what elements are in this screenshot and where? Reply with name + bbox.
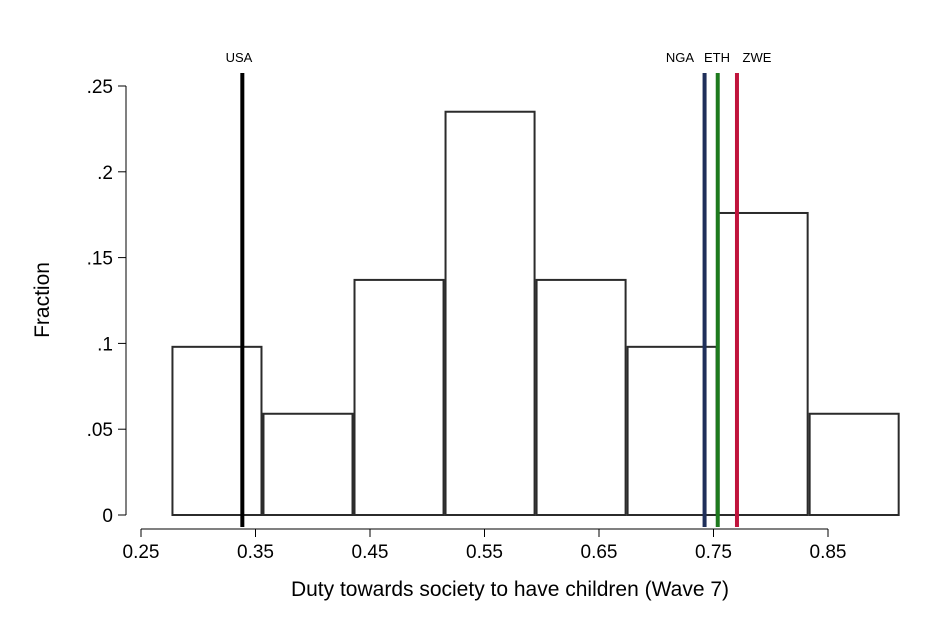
histogram-bar xyxy=(353,278,445,516)
x-tick-label: 0.45 xyxy=(352,542,389,563)
reference-label-nga: NGA xyxy=(666,50,695,65)
histogram-bar xyxy=(535,278,627,516)
histogram-bar xyxy=(626,345,718,516)
x-axis-title: Duty towards society to have children (W… xyxy=(291,578,729,601)
histogram-bar xyxy=(171,345,263,516)
histogram-bars xyxy=(171,110,900,517)
y-tick-label: 0 xyxy=(102,506,113,527)
reference-label-eth: ETH xyxy=(704,50,730,65)
histogram-bar xyxy=(808,412,900,517)
x-tick-label: 0.25 xyxy=(123,542,160,563)
y-tick-label: .2 xyxy=(97,163,113,184)
histogram-bar xyxy=(262,412,354,517)
histogram-bar xyxy=(444,110,536,517)
y-tick-label: .1 xyxy=(97,334,113,355)
x-tick-label: 0.65 xyxy=(581,542,618,563)
reference-label-zwe: ZWE xyxy=(743,50,772,65)
y-axis: 0 .05 .1 .15 .2 .25 xyxy=(87,77,127,527)
reference-lines: USA NGA ETH ZWE xyxy=(226,50,772,527)
x-tick-label: 0.85 xyxy=(810,542,847,563)
histogram-bar xyxy=(717,211,809,516)
x-tick-label: 0.75 xyxy=(695,542,732,563)
y-tick-label: .15 xyxy=(87,249,113,270)
x-tick-label: 0.35 xyxy=(237,542,274,563)
y-tick-label: .05 xyxy=(87,420,113,441)
y-axis-title: Fraction xyxy=(31,262,54,338)
x-tick-label: 0.55 xyxy=(466,542,503,563)
y-tick-label: .25 xyxy=(87,77,113,98)
x-axis: 0.25 0.35 0.45 0.55 0.65 0.75 0.85 xyxy=(123,528,847,563)
reference-label-usa: USA xyxy=(226,50,253,65)
